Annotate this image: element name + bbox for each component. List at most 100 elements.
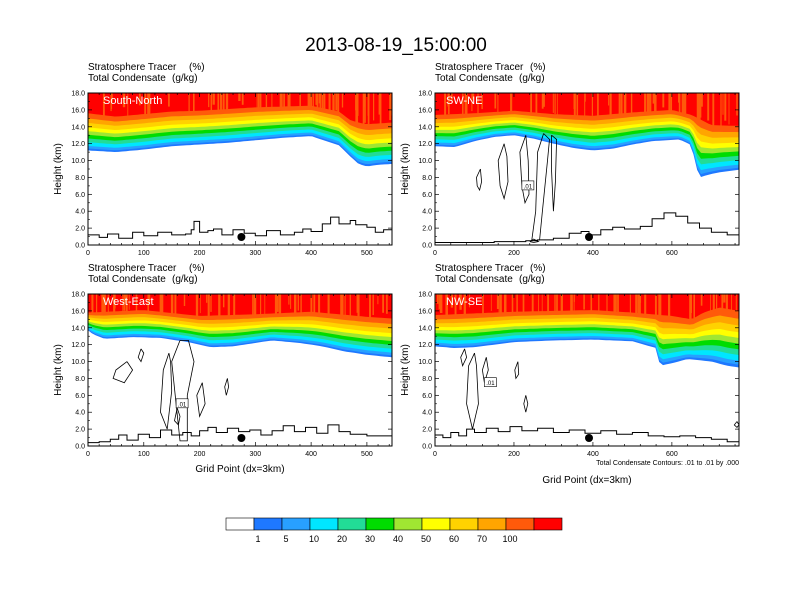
colorbar-swatch bbox=[533, 517, 563, 531]
condensate-contour-2 bbox=[519, 135, 530, 205]
condensate-contour-0 bbox=[112, 361, 134, 384]
panel-header-tracer: Stratosphere Tracer bbox=[435, 62, 524, 73]
panel-header-condensate: Total Condensate bbox=[88, 73, 166, 84]
plot-fill bbox=[435, 93, 739, 177]
condensate-contour-1 bbox=[497, 143, 509, 201]
y-tick-label: 4.0 bbox=[422, 209, 432, 216]
x-tick-label: 500 bbox=[361, 451, 373, 458]
x-tick-label: 0 bbox=[86, 250, 90, 257]
condensate-contour-3 bbox=[514, 361, 520, 380]
condensate-contour-5 bbox=[733, 421, 739, 428]
x-tick-label: 200 bbox=[508, 250, 520, 257]
colorbar-label: 40 bbox=[393, 534, 403, 544]
y-tick-label: 10.0 bbox=[71, 359, 85, 366]
location-marker bbox=[237, 434, 246, 442]
y-tick-label: 4.0 bbox=[422, 410, 432, 417]
contour-label-box bbox=[521, 180, 535, 191]
y-tick-label: 6.0 bbox=[75, 393, 85, 400]
panel-header-condensate-unit: (g/kg) bbox=[172, 73, 198, 84]
colorbar-label: 1 bbox=[255, 534, 260, 544]
plot-fill bbox=[435, 294, 739, 368]
panel-header-condensate: Total Condensate bbox=[435, 274, 513, 285]
y-tick-label: 2.0 bbox=[75, 226, 85, 233]
colorbar-label: 10 bbox=[309, 534, 319, 544]
y-tick-label: 16.0 bbox=[71, 308, 85, 315]
condensate-contours: .01 bbox=[460, 348, 739, 430]
location-marker bbox=[237, 233, 246, 241]
condensate-contour-5 bbox=[137, 348, 145, 363]
y-axis-label: Height (km) bbox=[400, 344, 411, 396]
x-tick-label: 200 bbox=[194, 451, 206, 458]
y-axis: 0.0 2.0 4.0 6.0 8.0 10.0 12.0 14.0 16.0 18.0 bbox=[418, 91, 739, 250]
condensate-contour-1 bbox=[160, 352, 173, 430]
location-marker bbox=[585, 434, 593, 442]
x-tick-label: 500 bbox=[361, 250, 373, 257]
terrain-profile bbox=[435, 426, 739, 443]
y-tick-label: 14.0 bbox=[418, 325, 432, 332]
panel-label: SW-NE bbox=[446, 95, 482, 107]
x-tick-label: 0 bbox=[86, 451, 90, 458]
figure-title: 2013-08-19_15:00:00 bbox=[305, 35, 487, 56]
panel-header-condensate-unit: (g/kg) bbox=[519, 73, 545, 84]
y-tick-label: 2.0 bbox=[422, 226, 432, 233]
colorbar-swatch bbox=[309, 517, 339, 531]
panel-header-condensate-unit: (g/kg) bbox=[519, 274, 545, 285]
tracer-band-max bbox=[435, 294, 739, 319]
y-tick-label: 12.0 bbox=[71, 141, 85, 148]
x-tick-label: 400 bbox=[587, 250, 599, 257]
plot-fill bbox=[88, 93, 392, 167]
x-axis-label: Grid Point (dx=3km) bbox=[195, 464, 284, 475]
panel-header-tracer-unit: (%) bbox=[189, 62, 205, 73]
y-tick-label: 8.0 bbox=[75, 376, 85, 383]
colorbar-label: 20 bbox=[337, 534, 347, 544]
y-tick-label: 16.0 bbox=[418, 107, 432, 114]
x-tick-label: 0 bbox=[433, 451, 437, 458]
condensate-contour-1 bbox=[466, 352, 479, 430]
x-axis: 0 100 200 300 400 500 bbox=[86, 93, 390, 257]
y-tick-label: 10.0 bbox=[71, 158, 85, 165]
terrain-line bbox=[88, 216, 392, 239]
colorbar-label: 100 bbox=[502, 534, 517, 544]
y-tick-label: 14.0 bbox=[71, 124, 85, 131]
y-tick-label: 0.0 bbox=[75, 243, 85, 250]
panel-nw-se: Stratosphere Tracer (%) Total Condensate… bbox=[400, 263, 740, 486]
y-axis: 0.0 2.0 4.0 6.0 8.0 10.0 12.0 14.0 16.0 18.0 bbox=[71, 91, 392, 250]
y-axis-label: Height (km) bbox=[53, 344, 64, 396]
contour-label: .01 bbox=[524, 184, 533, 190]
y-tick-label: 6.0 bbox=[422, 393, 432, 400]
colorbar-swatch bbox=[253, 517, 283, 531]
y-tick-label: 2.0 bbox=[75, 427, 85, 434]
y-tick-label: 16.0 bbox=[71, 107, 85, 114]
panel-header-tracer-unit: (%) bbox=[189, 263, 205, 274]
y-tick-label: 0.0 bbox=[75, 444, 85, 451]
panel-header-condensate: Total Condensate bbox=[435, 73, 513, 84]
terrain-profile bbox=[88, 216, 392, 239]
y-tick-label: 8.0 bbox=[422, 376, 432, 383]
y-tick-label: 8.0 bbox=[75, 175, 85, 182]
y-tick-label: 0.0 bbox=[422, 243, 432, 250]
panel-west-east: Stratosphere Tracer (%) Total Condensate… bbox=[53, 263, 393, 475]
plot-frame bbox=[434, 92, 740, 246]
plot-fill bbox=[88, 294, 392, 358]
colorbar-swatch bbox=[281, 517, 311, 531]
y-tick-label: 16.0 bbox=[418, 308, 432, 315]
condensate-contour-6 bbox=[174, 407, 181, 426]
colorbar-label: 70 bbox=[477, 534, 487, 544]
y-tick-label: 8.0 bbox=[422, 175, 432, 182]
terrain-profile bbox=[435, 212, 739, 243]
x-tick-label: 100 bbox=[138, 451, 150, 458]
colorbar-swatch bbox=[505, 517, 535, 531]
plot-frame bbox=[87, 92, 393, 246]
y-tick-label: 14.0 bbox=[418, 124, 432, 131]
contour-label-box bbox=[484, 377, 497, 388]
tracer-band-max bbox=[88, 294, 392, 319]
x-tick-label: 400 bbox=[587, 451, 599, 458]
x-tick-label: 300 bbox=[249, 250, 261, 257]
terrain-line bbox=[435, 212, 739, 243]
x-tick-label: 0 bbox=[433, 250, 437, 257]
condensate-contour-4 bbox=[224, 378, 230, 396]
panel-header-condensate: Total Condensate bbox=[88, 274, 166, 285]
condensate-contour-3 bbox=[531, 133, 550, 242]
panel-header-tracer-unit: (%) bbox=[530, 62, 546, 73]
